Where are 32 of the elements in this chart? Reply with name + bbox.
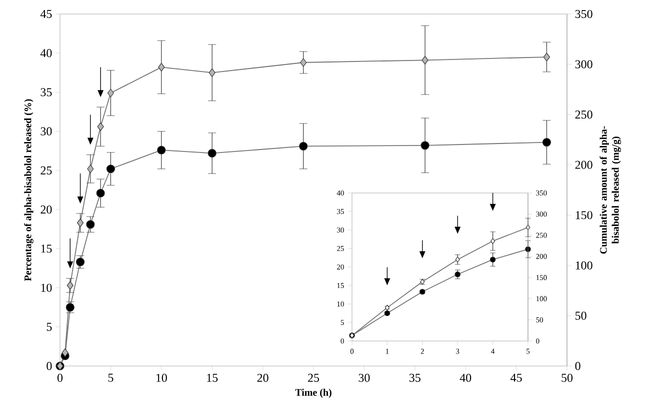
y-tick-label: 0	[46, 362, 52, 370]
y-tick-label: 5	[46, 322, 52, 331]
y2-tick-label: 0	[575, 362, 580, 370]
y-tick-label: 45	[40, 10, 52, 18]
y2-tick-label: 350	[575, 10, 592, 18]
x-tick-label: 0	[57, 374, 63, 382]
y-tick-label: 15	[41, 244, 52, 253]
x-tick-label: 45	[510, 374, 522, 382]
x-tick-label: 35	[409, 374, 420, 382]
y-tick-label: 40	[40, 49, 52, 58]
y2-tick-label: 250	[575, 110, 592, 119]
x-tick-label: 10	[156, 374, 167, 382]
y2-tick-label: 200	[575, 160, 592, 169]
x-tick-label: 40	[460, 374, 472, 382]
x-tick-label: 30	[358, 374, 370, 382]
y-tick-label: 20	[40, 205, 52, 214]
x-tick-label: 15	[207, 374, 218, 382]
y-tick-label: 35	[40, 88, 52, 96]
y-tick-label: 30	[40, 127, 52, 136]
y2-tick-label: 300	[575, 60, 592, 68]
y-tick-label: 25	[40, 166, 52, 174]
y2-axis-title: Cumulative amount of alpha-bisabolol released (mg/g)	[600, 126, 621, 254]
y2-tick-label: 100	[576, 261, 592, 270]
y2-tick-label: 50	[575, 312, 586, 320]
y-axis-title: Percentage of alpha-bisabolol released (%)	[24, 99, 34, 282]
x-tick-label: 5	[108, 374, 114, 382]
x-axis-title: Time (h)	[295, 388, 332, 398]
x-tick-label: 20	[257, 374, 268, 382]
y-tick-label: 10	[41, 284, 52, 292]
x-tick-label: 50	[562, 374, 573, 382]
x-tick-label: 25	[308, 374, 320, 382]
y2-tick-label: 150	[576, 211, 592, 220]
